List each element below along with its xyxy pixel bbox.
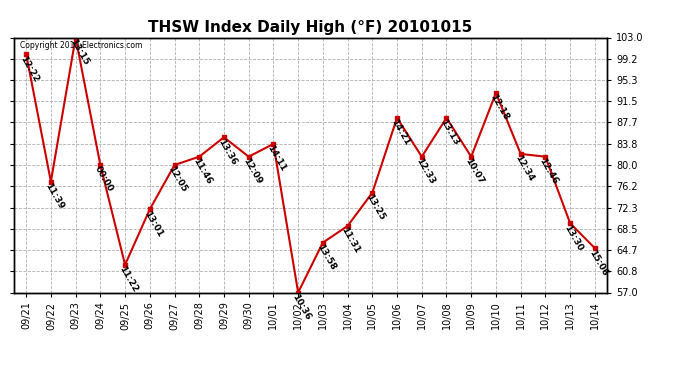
Text: 11:46: 11:46 [191, 157, 214, 186]
Text: 10:36: 10:36 [290, 292, 313, 322]
Text: 12:33: 12:33 [414, 157, 436, 186]
Title: THSW Index Daily High (°F) 20101015: THSW Index Daily High (°F) 20101015 [148, 20, 473, 35]
Text: Copyright 2010-Electronics.com: Copyright 2010-Electronics.com [20, 41, 142, 50]
Text: 13:25: 13:25 [364, 193, 386, 222]
Text: 13:30: 13:30 [562, 223, 584, 252]
Text: 13:58: 13:58 [315, 243, 337, 272]
Text: 12:05: 12:05 [167, 165, 189, 194]
Text: 13:36: 13:36 [216, 137, 238, 166]
Text: 12:46: 12:46 [538, 157, 560, 186]
Text: 13:13: 13:13 [439, 118, 461, 147]
Text: 12:22: 12:22 [19, 54, 41, 83]
Text: 11:31: 11:31 [339, 226, 362, 255]
Text: 14:21: 14:21 [389, 118, 411, 147]
Text: 12:34: 12:34 [513, 154, 535, 183]
Text: 10:07: 10:07 [464, 157, 486, 186]
Text: 12:09: 12:09 [241, 157, 263, 186]
Text: 14:11: 14:11 [266, 144, 288, 173]
Text: 11:22: 11:22 [117, 265, 139, 294]
Text: 00:00: 00:00 [92, 165, 115, 194]
Text: 12:18: 12:18 [488, 93, 510, 122]
Text: 11:39: 11:39 [43, 182, 66, 211]
Text: 13:15: 13:15 [68, 38, 90, 67]
Text: 15:06: 15:06 [587, 248, 609, 278]
Text: 13:01: 13:01 [142, 209, 164, 238]
